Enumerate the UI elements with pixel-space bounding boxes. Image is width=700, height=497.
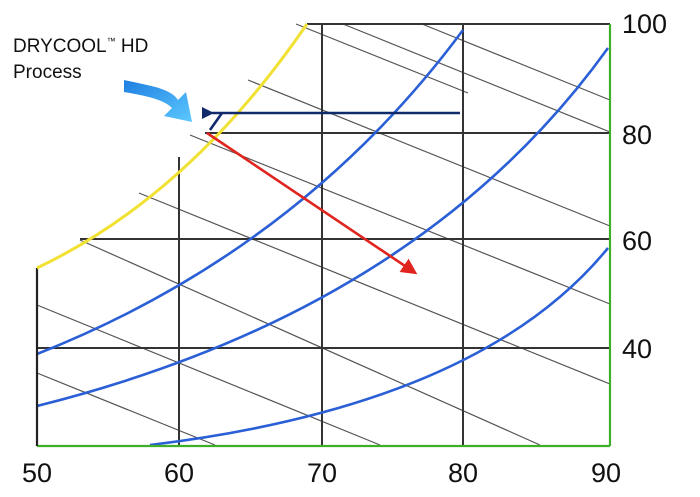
diagonal-line [79, 239, 541, 446]
x-tick-label: 80 [448, 458, 478, 488]
y-tick-label: 60 [622, 226, 652, 256]
x-tick-label: 60 [164, 458, 194, 488]
callout-swoosh-arrow-icon [124, 80, 192, 122]
y-tick-label: 80 [622, 120, 652, 150]
diagonal-line [342, 23, 611, 133]
humidity-curves [36, 29, 610, 447]
y-tick-label: 100 [622, 9, 667, 39]
humidity-curve [36, 47, 610, 408]
diagonal-line [36, 304, 381, 446]
humidity-curve [36, 29, 465, 356]
y-tick-labels: 100 80 60 40 [622, 9, 667, 364]
diagonal-line [295, 23, 469, 94]
callout-subtitle: Process [13, 62, 82, 83]
callout-title: DRYCOOL™ HD [13, 36, 148, 57]
callout-suffix: HD [116, 36, 149, 57]
diagonal-lines [36, 23, 611, 446]
diagonal-line [247, 79, 611, 227]
humidity-curve [149, 247, 610, 447]
x-tick-label: 90 [591, 458, 621, 488]
grid-lines [37, 23, 610, 445]
x-tick-label: 50 [22, 458, 52, 488]
cooling-arrow-stem [208, 112, 224, 131]
diagonal-line [189, 134, 611, 305]
x-tick-labels: 50 60 70 80 90 [22, 458, 621, 488]
callout-trademark: ™ [107, 36, 116, 46]
process-arrow [206, 131, 418, 275]
y-tick-label: 40 [622, 334, 652, 364]
chart-frame [35, 24, 612, 448]
diagonal-line [138, 192, 611, 385]
diagonal-line [421, 23, 611, 101]
x-tick-label: 70 [307, 458, 337, 488]
diagonal-line [36, 372, 216, 446]
callout-brand: DRYCOOL [13, 36, 107, 57]
saturation-curve [36, 23, 309, 270]
